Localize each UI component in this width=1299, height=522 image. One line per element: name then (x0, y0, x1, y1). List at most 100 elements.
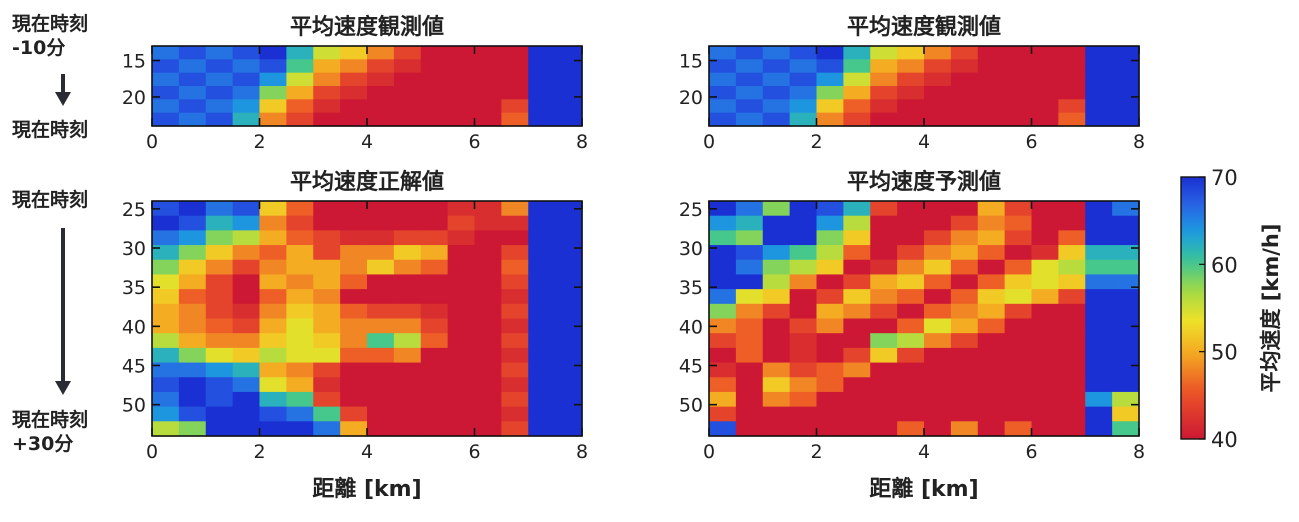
heatmap-cell (447, 377, 476, 393)
heatmap-cell (232, 86, 261, 100)
heatmap-cell (1031, 99, 1059, 114)
heatmap-cell (1112, 347, 1140, 364)
heatmap-cell (843, 46, 871, 60)
heatmap-cell (1112, 201, 1140, 217)
heatmap-cell (762, 215, 791, 231)
heatmap-cell (1004, 86, 1033, 100)
heatmap-cell (924, 303, 952, 320)
heatmap-cell (340, 99, 368, 114)
heatmap-cell (977, 362, 1006, 378)
heatmap-cell (977, 333, 1006, 349)
heatmap-cell (286, 303, 314, 320)
heatmap-cell (843, 391, 871, 408)
heatmap-cell (843, 259, 871, 276)
heatmap-cell (205, 406, 234, 422)
heatmap-cell (735, 347, 764, 364)
heatmap-cell (709, 230, 737, 246)
heatmap-cell (1085, 59, 1113, 74)
heatmap-cell (897, 245, 925, 261)
heatmap-cell (528, 72, 556, 87)
heatmap-cell (555, 201, 583, 217)
label-now-minus: 現在時刻 -10分 (12, 12, 88, 60)
heatmap-cell (924, 421, 952, 437)
heatmap-cell (977, 259, 1006, 276)
heatmap-cell (367, 86, 395, 100)
heatmap-cell (977, 274, 1006, 290)
heatmap-cell (178, 72, 207, 87)
heatmap-cell (789, 215, 818, 231)
heatmap-cell (709, 274, 737, 290)
heatmap-cell (286, 59, 314, 74)
y-tick-label: 40 (122, 316, 146, 338)
heatmap-cell (313, 391, 341, 408)
heatmap-cell (709, 406, 737, 422)
heatmap-cell (816, 245, 844, 261)
heatmap-cell (528, 230, 556, 246)
heatmap-cell (152, 215, 180, 231)
heatmap-cell (1112, 245, 1140, 261)
y-tick-label: 15 (122, 51, 146, 73)
heatmap-cell (735, 72, 764, 87)
label-now-top: 現在時刻 (12, 119, 89, 141)
heatmap-cell (501, 303, 529, 320)
heatmap-cell (816, 72, 844, 87)
heatmap-cell (1058, 99, 1086, 114)
heatmap-cell (420, 333, 449, 349)
heatmap-cell (232, 274, 261, 290)
heatmap-cell (232, 72, 261, 87)
heatmap-cell (259, 46, 287, 60)
heatmap-cell (205, 377, 234, 393)
heatmap-cell (420, 201, 449, 217)
heatmap-cell (1004, 318, 1033, 334)
heatmap-cell (286, 72, 314, 87)
heatmap-cell (259, 201, 287, 217)
heatmap-cell (420, 289, 449, 305)
heatmap-cell (232, 347, 261, 364)
heatmap-cell (393, 362, 422, 378)
heatmap-cell (950, 377, 979, 393)
heatmap-cell (313, 406, 341, 422)
heatmap-cell (528, 259, 556, 276)
heatmap-cell (340, 274, 368, 290)
heatmap-cell (762, 99, 791, 114)
heatmap-cell (259, 421, 287, 437)
heatmap-cell (286, 362, 314, 378)
heatmap-cell (178, 318, 207, 334)
heatmap-cell (950, 86, 979, 100)
heatmap-cell (152, 112, 180, 127)
heatmap-cell (152, 391, 180, 408)
heatmap-cell (1004, 72, 1033, 87)
heatmap-cell (152, 362, 180, 378)
heatmap-cell (420, 362, 449, 378)
heatmap-cell (1112, 333, 1140, 349)
heatmap-cell (205, 201, 234, 217)
heatmap-cell (152, 230, 180, 246)
heatmap-cell (870, 46, 898, 60)
heatmap-cell (474, 333, 502, 349)
heatmap-cell (735, 59, 764, 74)
heatmap-cell (735, 274, 764, 290)
heatmap-cell (924, 46, 952, 60)
heatmap-cell (232, 46, 261, 60)
heatmap-cell (259, 245, 287, 261)
heatmap-cell (501, 86, 529, 100)
heatmap-cell (501, 99, 529, 114)
x-tick-label: 2 (810, 131, 822, 153)
heatmap-cell (1112, 274, 1140, 290)
heatmap-cell (1058, 86, 1086, 100)
heatmap-cell (528, 274, 556, 290)
chart-title: 平均速度正解値 (290, 169, 444, 195)
heatmap-cell (178, 377, 207, 393)
heatmap-cell (447, 99, 476, 114)
heatmap-cell (1085, 333, 1113, 349)
heatmap-cell (843, 245, 871, 261)
heatmap-cell (286, 215, 314, 231)
heatmap-cell (340, 245, 368, 261)
colorbar-tick-label: 50 (1211, 341, 1238, 365)
heatmap-cell (870, 333, 898, 349)
heatmap-cell (924, 72, 952, 87)
y-tick-label: 40 (679, 316, 703, 338)
heatmap-cell (709, 318, 737, 334)
heatmap-cell (420, 86, 449, 100)
heatmap-cell (977, 230, 1006, 246)
